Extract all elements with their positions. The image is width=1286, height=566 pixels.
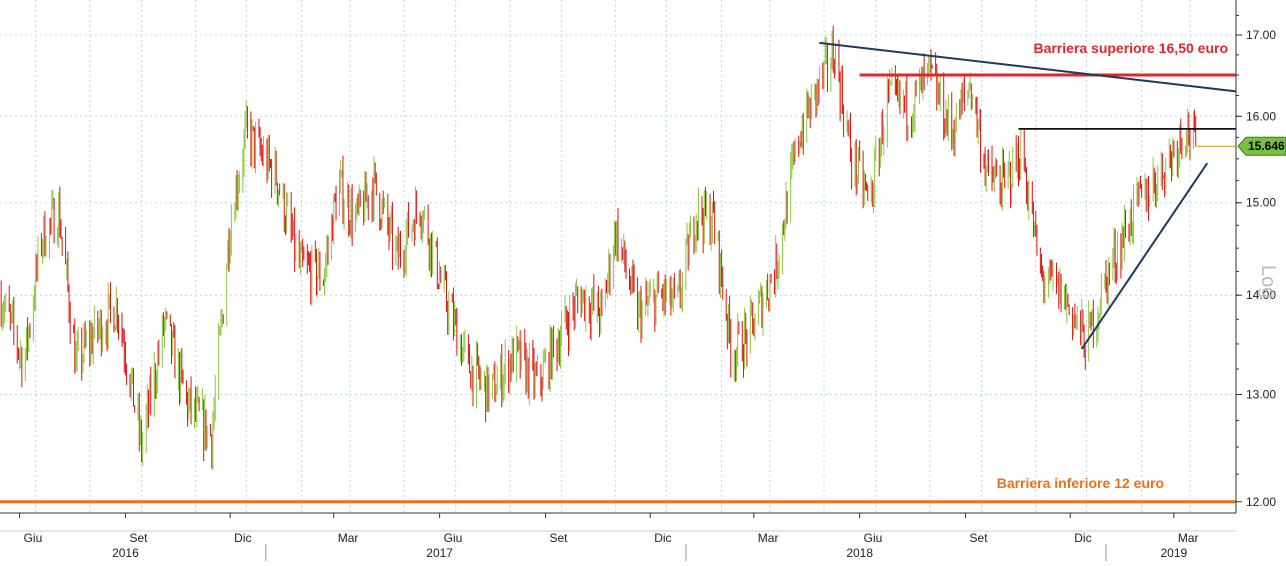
year-label: 2017 bbox=[426, 546, 453, 560]
descending-trendline bbox=[819, 41, 1237, 93]
x-tick-label: Giu bbox=[24, 531, 43, 545]
x-tick-label: Set bbox=[549, 531, 568, 545]
year-label: 2019 bbox=[1161, 546, 1188, 560]
annotation-lines bbox=[0, 41, 1237, 504]
last-price-badge bbox=[1237, 136, 1286, 156]
candles bbox=[0, 25, 1197, 471]
annotation-labels: Barriera superiore 16,50 euro Barriera i… bbox=[997, 40, 1279, 491]
x-tick-label: Set bbox=[129, 531, 148, 545]
year-label: 2018 bbox=[846, 546, 873, 560]
upper-barrier-label: Barriera superiore 16,50 euro bbox=[1033, 40, 1228, 56]
year-label: 2016 bbox=[112, 546, 139, 560]
last-price-label: 15.646 bbox=[1248, 139, 1285, 153]
y-tick-label: 14.00 bbox=[1246, 288, 1276, 302]
x-tick-label: Mar bbox=[338, 531, 359, 545]
y-tick-label: 12.00 bbox=[1246, 495, 1276, 509]
y-tick-label: 15.00 bbox=[1246, 196, 1276, 210]
lower-barrier-label: Barriera inferiore 12 euro bbox=[997, 475, 1164, 491]
y-tick-label: 13.00 bbox=[1246, 388, 1276, 402]
y-tick-label: 17.00 bbox=[1246, 28, 1276, 42]
x-tick-label: Giu bbox=[864, 531, 883, 545]
x-tick-label: Giu bbox=[444, 531, 463, 545]
x-tick-label: Mar bbox=[1178, 531, 1199, 545]
y-tick-label: 16.00 bbox=[1246, 109, 1276, 123]
x-tick-label: Set bbox=[970, 531, 989, 545]
x-tick-label: Dic bbox=[1074, 531, 1091, 545]
x-tick-label: Dic bbox=[234, 531, 251, 545]
x-tick-label: Mar bbox=[758, 531, 779, 545]
x-tick-label: Dic bbox=[654, 531, 671, 545]
log-scale-label: Log bbox=[1257, 265, 1279, 298]
ascending-trendline bbox=[1080, 162, 1209, 350]
